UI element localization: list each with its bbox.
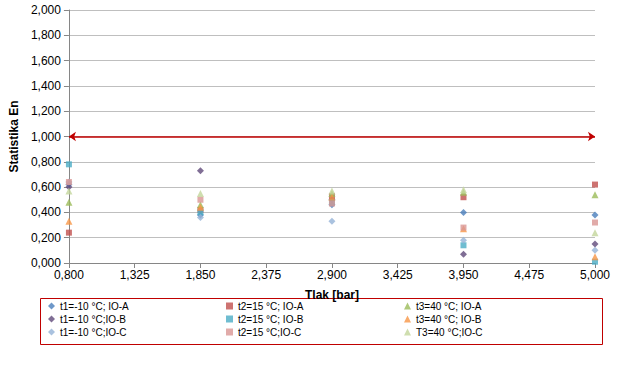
svg-text:1,200: 1,200 bbox=[31, 104, 61, 118]
svg-text:2,000: 2,000 bbox=[31, 3, 61, 17]
svg-text:t2=15 °C; IO-A: t2=15 °C; IO-A bbox=[238, 301, 304, 312]
svg-text:1,600: 1,600 bbox=[31, 54, 61, 68]
svg-text:1,400: 1,400 bbox=[31, 79, 61, 93]
svg-text:4,475: 4,475 bbox=[514, 268, 544, 282]
svg-text:1,850: 1,850 bbox=[185, 268, 215, 282]
svg-text:3,425: 3,425 bbox=[383, 268, 413, 282]
svg-text:t2=15 °C;IO-C: t2=15 °C;IO-C bbox=[238, 327, 301, 338]
svg-text:5,000: 5,000 bbox=[580, 268, 610, 282]
svg-text:t2=15 °C; IO-B: t2=15 °C; IO-B bbox=[238, 314, 304, 325]
svg-text:T3=40 °C;IO-C: T3=40 °C;IO-C bbox=[416, 327, 483, 338]
svg-text:0,000: 0,000 bbox=[30, 256, 61, 270]
svg-text:t1=-10 °C;IO-B: t1=-10 °C;IO-B bbox=[60, 314, 126, 325]
svg-text:t3=40 °C; IO-A: t3=40 °C; IO-A bbox=[416, 301, 482, 312]
svg-text:0,200: 0,200 bbox=[31, 231, 61, 245]
svg-text:0,800: 0,800 bbox=[31, 155, 61, 169]
svg-text:Tlak [bar]: Tlak [bar] bbox=[305, 288, 359, 302]
svg-text:1,800: 1,800 bbox=[31, 28, 61, 42]
svg-text:Statistika En: Statistika En bbox=[7, 100, 21, 172]
svg-text:1,000: 1,000 bbox=[31, 130, 61, 144]
svg-text:0,400: 0,400 bbox=[31, 205, 61, 219]
svg-text:2,375: 2,375 bbox=[251, 268, 281, 282]
svg-text:1,325: 1,325 bbox=[120, 268, 150, 282]
svg-text:2,900: 2,900 bbox=[317, 268, 347, 282]
svg-text:t1=-10 °C; IO-A: t1=-10 °C; IO-A bbox=[60, 301, 129, 312]
svg-text:3,950: 3,950 bbox=[448, 268, 478, 282]
svg-text:t1=-10 °C;IO-C: t1=-10 °C;IO-C bbox=[60, 327, 127, 338]
svg-text:0,600: 0,600 bbox=[31, 180, 61, 194]
svg-text:t3=40 °C; IO-B: t3=40 °C; IO-B bbox=[416, 314, 482, 325]
svg-text:0,800: 0,800 bbox=[54, 268, 84, 282]
